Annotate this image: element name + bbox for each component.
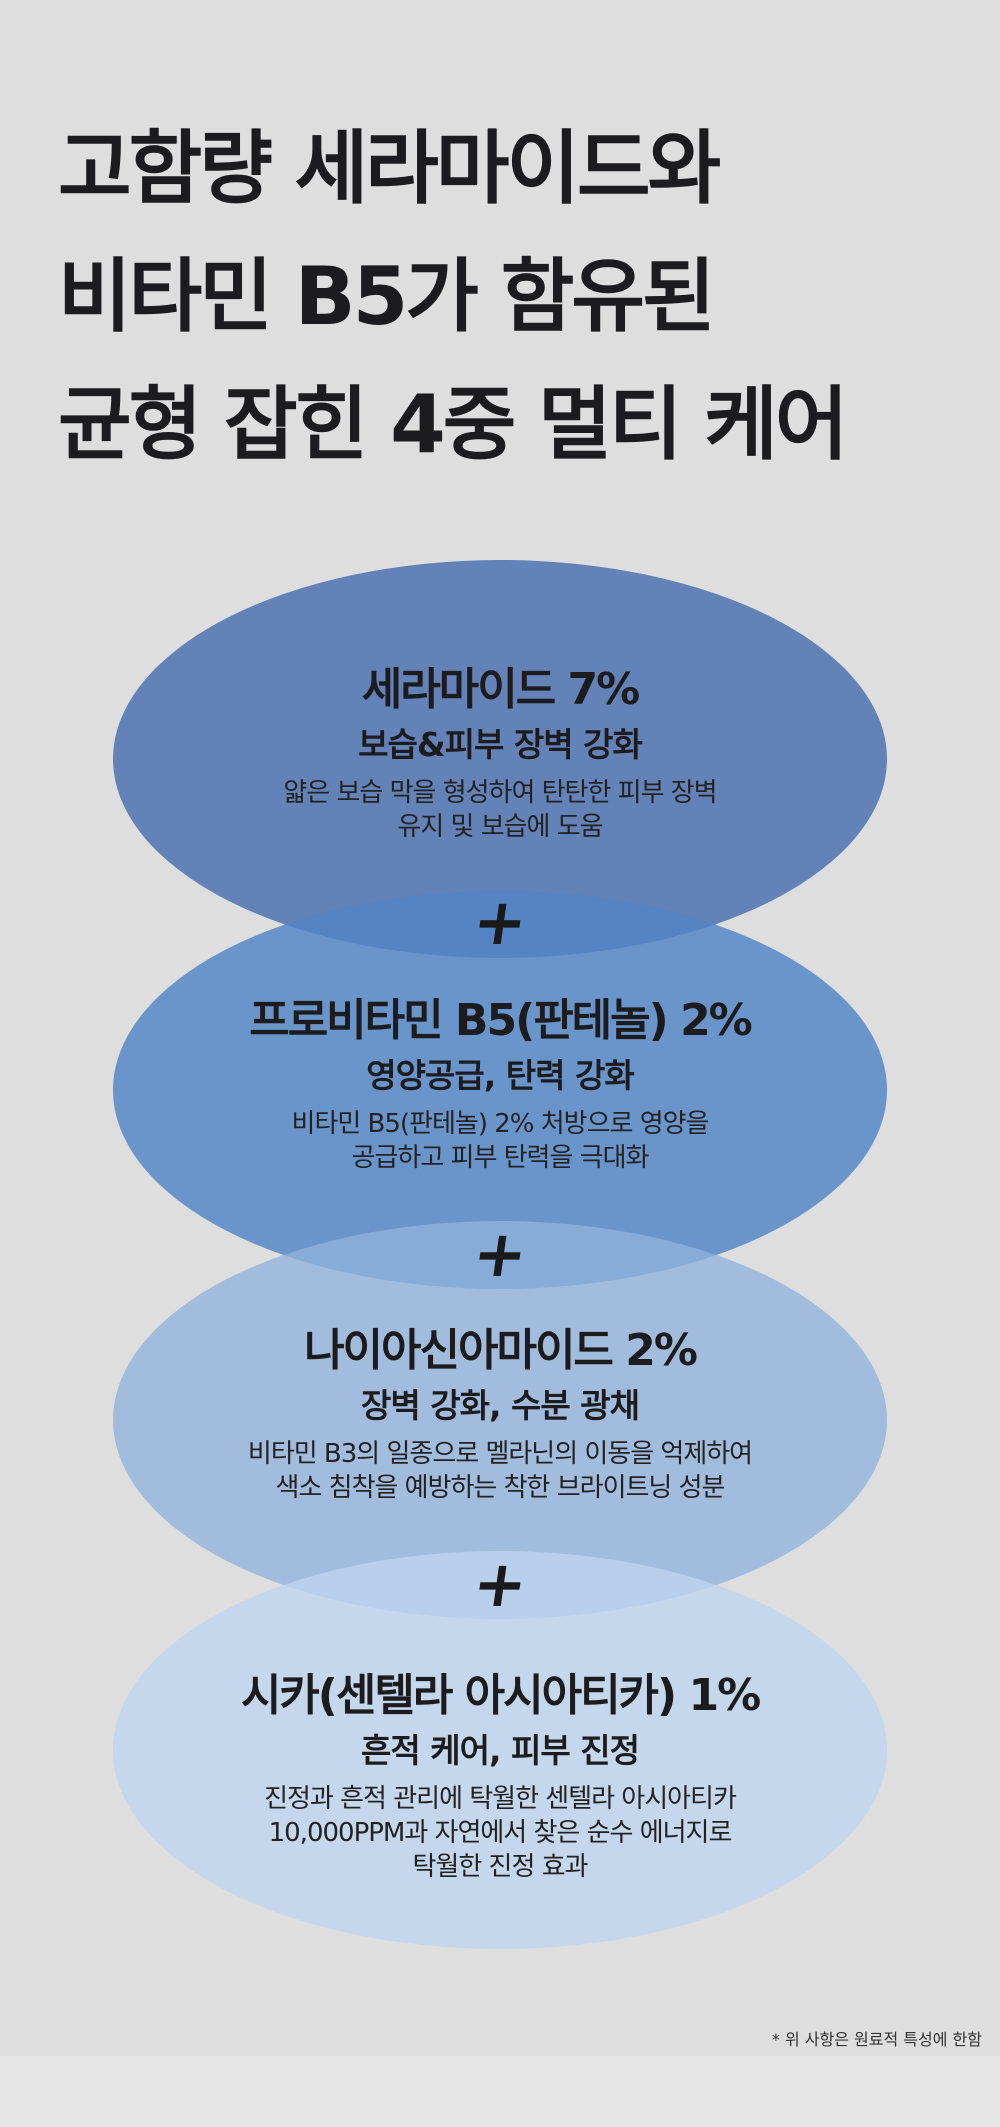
description-line: 10,000PPM과 자연에서 찾은 순수 에너지로	[268, 1818, 733, 1848]
title-line: 고함량 세라마이드와	[58, 122, 721, 215]
ingredient-benefit: 흔적 케어, 피부 진정	[361, 1731, 640, 1770]
title-line: 균형 잡힌 4중 멀티 케어	[58, 378, 848, 471]
ingredient-benefit: 영양공급, 탄력 강화	[366, 1056, 634, 1095]
ingredient-panthenol: 프로비타민 B5(판테놀) 2% 영양공급, 탄력 강화 비타민 B5(판테놀)…	[113, 993, 887, 1175]
description-line: 비타민 B3의 일종으로 멜라닌의 이동을 억제하여	[247, 1439, 753, 1469]
plus-icon: +	[467, 1548, 533, 1622]
description-line: 탁월한 진정 효과	[412, 1852, 589, 1882]
bottom-band	[0, 2056, 1000, 2127]
ingredient-niacinamide: 나이아신아마이드 2% 장벽 강화, 수분 광채 비타민 B3의 일종으로 멜라…	[113, 1323, 887, 1505]
ingredient-description: 비타민 B3의 일종으로 멜라닌의 이동을 억제하여 색소 침착을 예방하는 착…	[113, 1437, 887, 1505]
ingredient-ceramide: 세라마이드 7% 보습&피부 장벽 강화 얇은 보습 막을 형성하여 탄탄한 피…	[113, 662, 887, 844]
ingredient-benefit: 장벽 강화, 수분 광채	[361, 1386, 640, 1425]
ingredient-description: 비타민 B5(판테놀) 2% 처방으로 영양을 공급하고 피부 탄력을 극대화	[113, 1107, 887, 1175]
title-line: 비타민 B5가 함유된	[58, 250, 716, 343]
description-line: 비타민 B5(판테놀) 2% 처방으로 영양을	[291, 1109, 710, 1139]
description-line: 유지 및 보습에 도움	[397, 812, 603, 842]
ingredient-name: 프로비타민 B5(판테놀) 2%	[249, 995, 753, 1046]
ingredient-description: 진정과 흔적 관리에 탁월한 센텔라 아시아티카 10,000PPM과 자연에서…	[113, 1782, 887, 1884]
plus-icon: +	[467, 1218, 533, 1292]
ingredient-name: 시카(센텔라 아시아티카) 1%	[240, 1670, 761, 1721]
cica-ellipse	[113, 1551, 887, 1949]
description-line: 진정과 흔적 관리에 탁월한 센텔라 아시아티카	[264, 1784, 737, 1814]
description-line: 색소 침착을 예방하는 착한 브라이트닝 성분	[275, 1473, 726, 1503]
footnote: * 위 사항은 원료적 특성에 한함	[771, 2030, 982, 2049]
ingredient-name: 나이아신아마이드 2%	[304, 1325, 698, 1376]
ingredient-benefit: 보습&피부 장벽 강화	[358, 725, 643, 764]
ingredient-name: 세라마이드 7%	[361, 664, 640, 715]
ingredient-cica: 시카(센텔라 아시아티카) 1% 흔적 케어, 피부 진정 진정과 흔적 관리에…	[113, 1668, 887, 1884]
description-line: 공급하고 피부 탄력을 극대화	[351, 1143, 650, 1173]
description-line: 얇은 보습 막을 형성하여 탄탄한 피부 장벽	[283, 778, 717, 808]
plus-icon: +	[467, 886, 533, 960]
ingredient-description: 얇은 보습 막을 형성하여 탄탄한 피부 장벽 유지 및 보습에 도움	[113, 776, 887, 844]
page-title: 고함량 세라마이드와 비타민 B5가 함유된 균형 잡힌 4중 멀티 케어	[58, 105, 848, 489]
